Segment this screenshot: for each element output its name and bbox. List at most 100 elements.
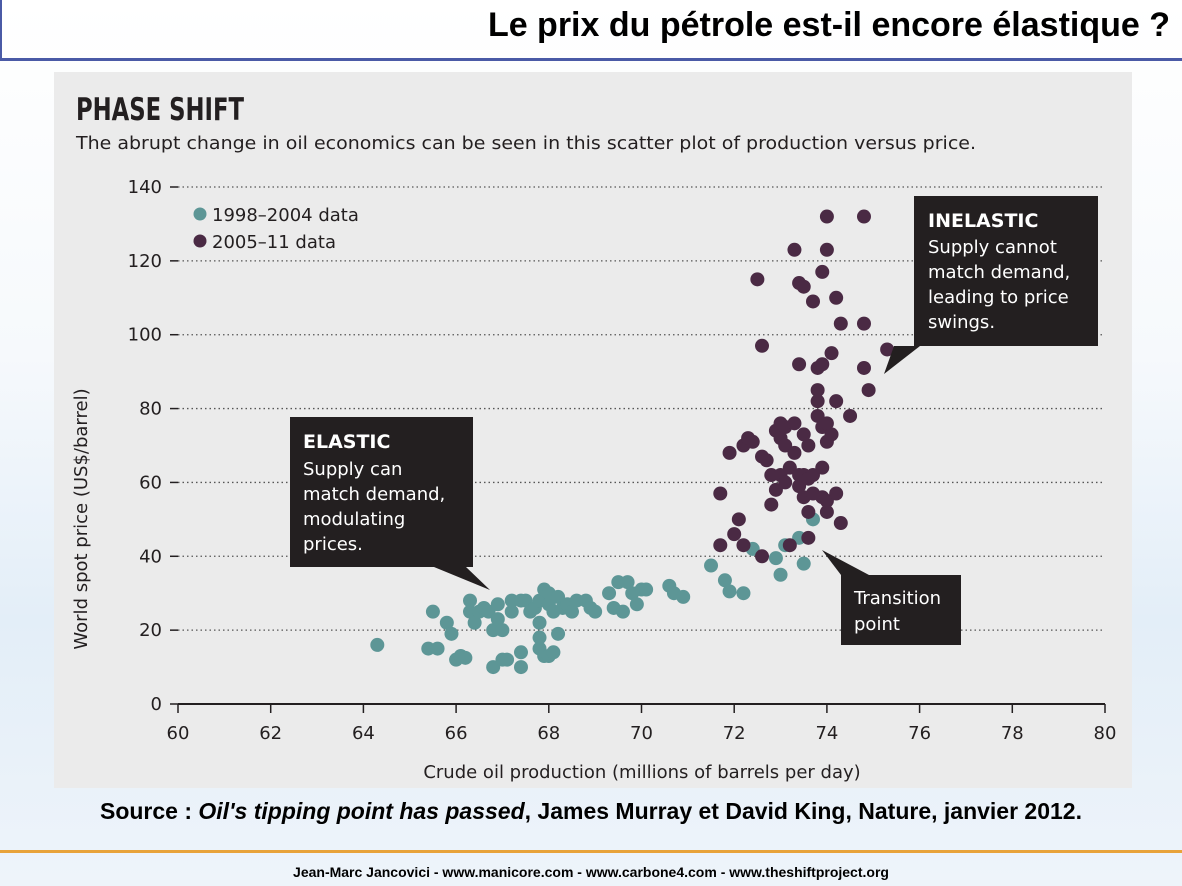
point-1998-2004: [620, 575, 635, 590]
x-tick-label: 74: [815, 723, 838, 744]
transition-callout-box: [841, 575, 961, 645]
point-2005-2011: [856, 360, 871, 375]
elastic-callout: ELASTIC Supply can match demand, modulat…: [290, 417, 490, 590]
point-2005-2011: [755, 549, 770, 564]
point-2005-2011: [819, 209, 834, 224]
point-2005-2011: [727, 527, 742, 542]
y-tick-label: 40: [139, 546, 162, 567]
data-points: [370, 209, 895, 675]
point-1998-2004: [444, 626, 459, 641]
source-details: , James Murray et David King, Nature, ja…: [524, 798, 1082, 824]
point-1998-2004: [513, 645, 528, 660]
point-1998-2004: [551, 626, 566, 641]
inelastic-callout: INELASTIC Supply cannot match demand, le…: [884, 196, 1098, 374]
point-1998-2004: [504, 604, 519, 619]
point-2005-2011: [787, 416, 802, 431]
point-2005-2011: [819, 242, 834, 257]
point-1998-2004: [615, 604, 630, 619]
point-2005-2011: [801, 504, 816, 519]
x-tick-label: 72: [723, 723, 746, 744]
legend-label-2005: 2005–11 data: [212, 232, 336, 253]
point-2005-2011: [810, 383, 825, 398]
inelastic-callout-box: [914, 196, 1098, 346]
x-tick-label: 80: [1094, 723, 1117, 744]
point-2005-2011: [810, 394, 825, 409]
point-2005-2011: [750, 272, 765, 287]
point-1998-2004: [796, 556, 811, 571]
elastic-callout-heading: ELASTIC: [303, 431, 390, 453]
figure-panel: PHASE SHIFT The abrupt change in oil eco…: [54, 72, 1132, 788]
y-tick-label: 140: [128, 177, 162, 198]
point-1998-2004: [602, 586, 617, 601]
y-tick-label: 80: [139, 399, 162, 420]
chart-title: PHASE SHIFT: [76, 92, 244, 128]
point-2005-2011: [833, 316, 848, 331]
inelastic-callout-line: Supply cannot: [928, 237, 1057, 258]
point-2005-2011: [856, 209, 871, 224]
point-1998-2004: [495, 623, 510, 638]
inelastic-callout-line: leading to price: [928, 287, 1069, 308]
point-1998-2004: [467, 615, 482, 630]
point-2005-2011: [731, 512, 746, 527]
point-1998-2004: [463, 593, 478, 608]
y-tick-label: 0: [151, 694, 162, 715]
x-axis-label: Crude oil production (millions of barrel…: [423, 762, 860, 783]
y-tick-label: 120: [128, 251, 162, 272]
point-2005-2011: [880, 342, 895, 357]
inelastic-callout-heading: INELASTIC: [928, 210, 1038, 232]
inelastic-callout-pointer: [884, 346, 920, 374]
point-1998-2004: [717, 573, 732, 588]
point-2005-2011: [796, 427, 811, 442]
elastic-callout-line: Supply can: [303, 459, 402, 480]
source-citation: Source : Oil's tipping point has passed,…: [0, 798, 1182, 825]
y-tick-label: 20: [139, 620, 162, 641]
point-1998-2004: [564, 604, 579, 619]
title-left-rule: [0, 0, 2, 60]
elastic-callout-line: modulating: [303, 509, 405, 530]
point-2005-2011: [745, 434, 760, 449]
y-tick-label: 60: [139, 472, 162, 493]
elastic-callout-line: match demand,: [303, 484, 445, 505]
footer-credits: Jean-Marc Jancovici - www.manicore.com -…: [293, 864, 889, 880]
point-1998-2004: [722, 584, 737, 599]
point-1998-2004: [704, 558, 719, 573]
point-2005-2011: [829, 394, 844, 409]
point-1998-2004: [500, 652, 515, 667]
source-article-title: Oil's tipping point has passed: [198, 798, 525, 824]
point-2005-2011: [815, 460, 830, 475]
point-2005-2011: [796, 279, 811, 294]
title-divider: [0, 58, 1182, 61]
point-1998-2004: [639, 582, 654, 597]
inelastic-callout-line: swings.: [928, 312, 995, 333]
point-1998-2004: [532, 630, 547, 645]
point-1998-2004: [425, 604, 440, 619]
legend-marker-1998: [193, 207, 207, 221]
chart-subtitle: The abrupt change in oil economics can b…: [75, 133, 976, 154]
point-2005-2011: [829, 486, 844, 501]
point-2005-2011: [755, 338, 770, 353]
transition-callout: Transition point: [822, 550, 961, 645]
point-2005-2011: [778, 475, 793, 490]
x-tick-label: 70: [630, 723, 653, 744]
source-label: Source :: [99, 798, 199, 824]
legend-marker-2005: [193, 234, 207, 248]
point-1998-2004: [458, 650, 473, 665]
point-2005-2011: [782, 538, 797, 553]
scatter-chart: PHASE SHIFT The abrupt change in oil eco…: [71, 92, 1117, 783]
footer-divider: [0, 850, 1182, 853]
point-1998-2004: [513, 660, 528, 675]
point-2005-2011: [856, 316, 871, 331]
transition-callout-pointer: [822, 550, 869, 575]
point-1998-2004: [588, 604, 603, 619]
point-1998-2004: [676, 589, 691, 604]
point-2005-2011: [787, 242, 802, 257]
x-tick-label: 78: [1001, 723, 1024, 744]
legend: 1998–2004 data 2005–11 data: [193, 205, 359, 253]
y-axis-label: World spot price (US$/barrel): [71, 388, 92, 649]
point-2005-2011: [787, 445, 802, 460]
point-1998-2004: [490, 597, 505, 612]
point-1998-2004: [430, 641, 445, 656]
inelastic-callout-line: match demand,: [928, 262, 1070, 283]
point-2005-2011: [824, 346, 839, 361]
point-1998-2004: [736, 586, 751, 601]
